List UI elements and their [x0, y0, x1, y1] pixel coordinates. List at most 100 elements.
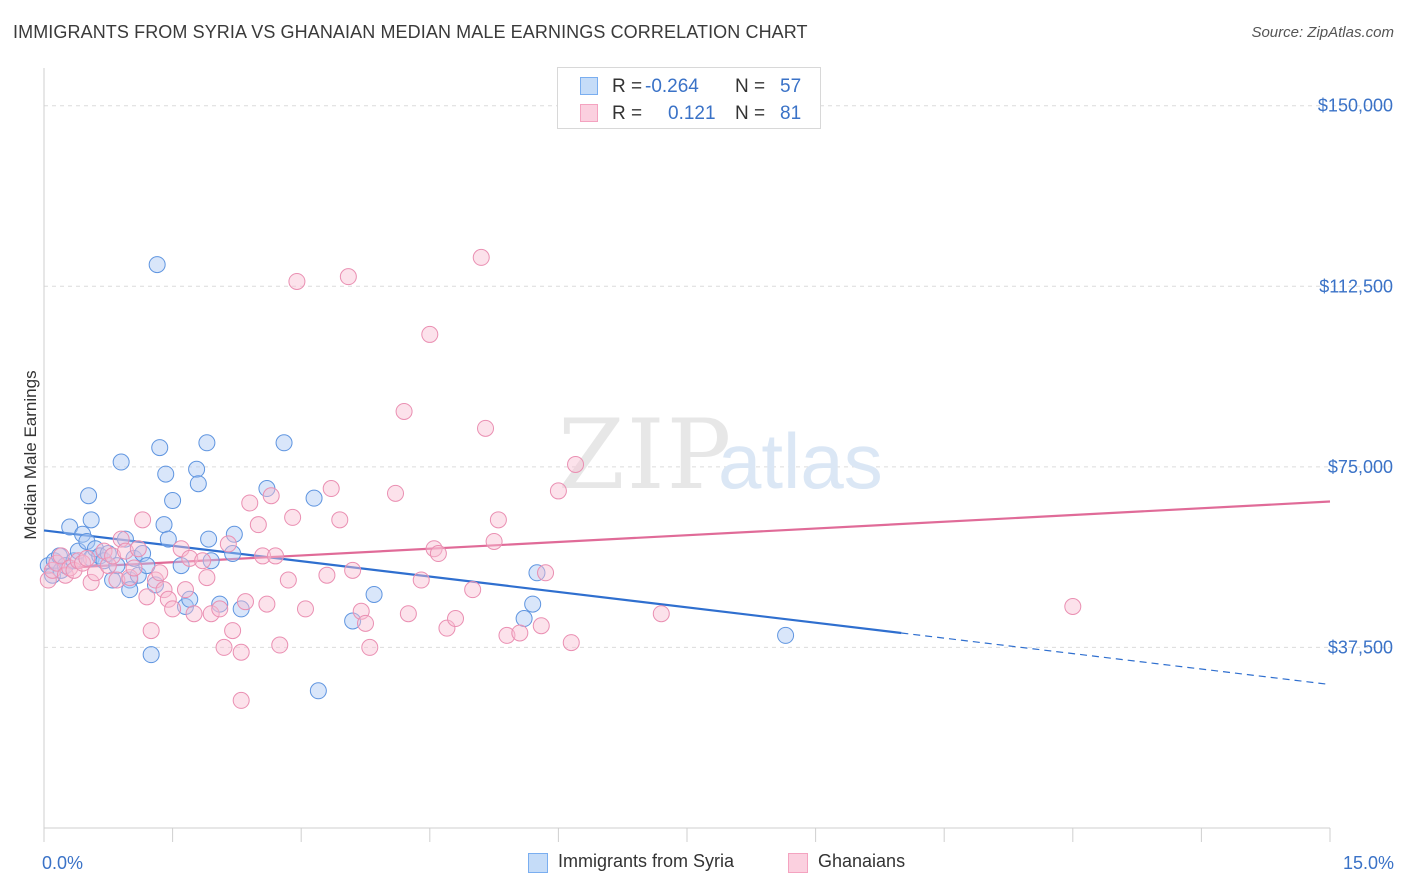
- point-syria: [78, 532, 96, 550]
- y-tick-label: $112,500: [1319, 276, 1393, 296]
- legend-label-syria: Immigrants from Syria: [558, 851, 735, 871]
- point-ghanaians: [52, 547, 70, 565]
- x-tick-labels: 0.0% 15.0%: [42, 853, 1394, 873]
- point-ghanaians: [567, 455, 585, 473]
- x-tick-label-max: 15.0%: [1343, 853, 1394, 873]
- point-syria: [164, 492, 182, 510]
- point-ghanaians: [164, 600, 182, 618]
- point-ghanaians: [1064, 597, 1082, 615]
- point-syria: [108, 557, 126, 575]
- point-ghanaians: [125, 559, 143, 577]
- point-syria: [211, 595, 229, 613]
- point-syria: [125, 549, 143, 567]
- point-ghanaians: [399, 605, 417, 623]
- point-ghanaians: [185, 605, 203, 623]
- point-ghanaians: [296, 600, 314, 618]
- point-syria: [61, 518, 79, 536]
- point-ghanaians: [652, 605, 670, 623]
- point-ghanaians: [511, 624, 529, 642]
- point-ghanaians: [489, 511, 507, 529]
- point-ghanaians: [194, 552, 212, 570]
- stats-swatch-ghanaians: [580, 104, 598, 122]
- point-syria: [224, 545, 242, 563]
- point-ghanaians: [116, 542, 134, 560]
- point-syria: [365, 585, 383, 603]
- point-ghanaians: [344, 561, 362, 579]
- point-ghanaians: [464, 581, 482, 599]
- point-ghanaians: [322, 480, 340, 498]
- x-tick-label-min: 0.0%: [42, 853, 83, 873]
- point-ghanaians: [232, 643, 250, 661]
- point-ghanaians: [181, 549, 199, 567]
- point-syria: [524, 595, 542, 613]
- point-syria: [305, 489, 323, 507]
- point-ghanaians: [361, 638, 379, 656]
- point-syria: [138, 557, 156, 575]
- point-ghanaians: [549, 482, 567, 500]
- point-ghanaians: [78, 549, 96, 567]
- point-ghanaians: [86, 564, 104, 582]
- point-syria: [112, 453, 130, 471]
- stats-n-label: N =: [735, 103, 766, 124]
- point-ghanaians: [99, 557, 117, 575]
- point-ghanaians: [447, 610, 465, 628]
- point-syria: [515, 610, 533, 628]
- gridlines: [44, 105, 1395, 648]
- point-ghanaians: [395, 402, 413, 420]
- point-ghanaians: [562, 634, 580, 652]
- point-syria: [148, 256, 166, 274]
- point-ghanaians: [254, 547, 272, 565]
- point-ghanaians: [339, 268, 357, 286]
- point-syria: [82, 511, 100, 529]
- point-syria: [159, 530, 177, 548]
- data-points: [39, 248, 1082, 709]
- legend-swatch-ghanaians: [788, 853, 808, 873]
- point-ghanaians: [412, 571, 430, 589]
- point-syria: [188, 460, 206, 478]
- y-tick-labels: $37,500 $75,000 $112,500 $150,000: [1318, 96, 1393, 658]
- point-ghanaians: [65, 561, 83, 579]
- y-tick-label: $150,000: [1318, 96, 1393, 116]
- point-syria: [200, 530, 218, 548]
- point-ghanaians: [485, 532, 503, 550]
- legend-label-ghanaians: Ghanaians: [818, 851, 906, 871]
- point-ghanaians: [532, 617, 550, 635]
- point-ghanaians: [215, 638, 233, 656]
- trend-line-ghanaians: [43, 500, 1331, 571]
- point-ghanaians: [249, 516, 267, 534]
- point-syria: [189, 475, 207, 493]
- point-syria: [116, 530, 134, 548]
- point-syria: [157, 465, 175, 483]
- point-ghanaians: [429, 545, 447, 563]
- point-syria: [344, 612, 362, 630]
- point-ghanaians: [537, 564, 555, 582]
- point-ghanaians: [232, 691, 250, 709]
- axes: [43, 68, 1331, 842]
- point-syria: [528, 564, 546, 582]
- point-ghanaians: [318, 566, 336, 584]
- y-tick-label: $37,500: [1328, 637, 1393, 657]
- point-ghanaians: [271, 636, 289, 654]
- stats-r-value: -0.264: [645, 76, 699, 97]
- point-ghanaians: [108, 571, 126, 589]
- point-syria: [198, 434, 216, 452]
- point-syria: [172, 557, 190, 575]
- point-syria: [275, 434, 293, 452]
- point-ghanaians: [211, 600, 229, 618]
- point-syria: [80, 487, 98, 505]
- point-syria: [225, 525, 243, 543]
- point-ghanaians: [202, 605, 220, 623]
- point-ghanaians: [224, 622, 242, 640]
- point-ghanaians: [357, 614, 374, 632]
- point-ghanaians: [387, 484, 405, 502]
- point-ghanaians: [39, 571, 57, 589]
- stats-swatch-syria: [580, 77, 598, 95]
- point-ghanaians: [241, 494, 259, 512]
- point-ghanaians: [262, 487, 280, 505]
- point-ghanaians: [104, 547, 122, 565]
- y-tick-label: $75,000: [1328, 457, 1393, 477]
- point-ghanaians: [498, 626, 516, 644]
- point-syria: [155, 516, 173, 534]
- point-ghanaians: [266, 547, 284, 565]
